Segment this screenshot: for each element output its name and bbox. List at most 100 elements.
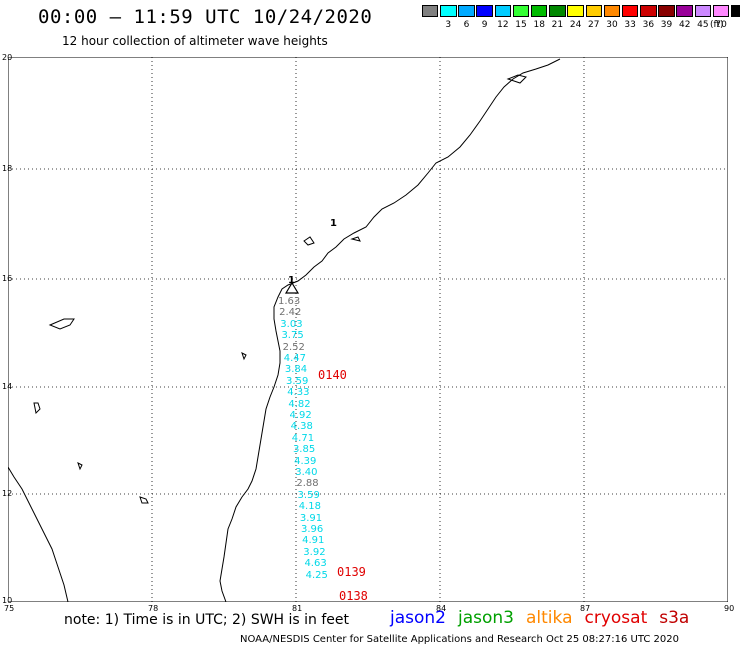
swh-value: 3.92 [303, 546, 326, 558]
map-subtitle: 12 hour collection of altimeter wave hei… [62, 34, 328, 48]
lon-label-87: 87 [580, 604, 591, 613]
scale-swatch-box [512, 5, 530, 17]
scale-swatch-label: 24 [569, 20, 582, 30]
mission-jason3: jason3 [458, 608, 514, 628]
scale-swatch: 42 [676, 5, 694, 30]
swh-value: 2.52 [282, 341, 305, 353]
coastline-west [8, 466, 69, 602]
swh-value: 3.85 [292, 444, 316, 456]
swh-value: 4.63 [304, 558, 327, 570]
lon-label-78: 78 [148, 604, 159, 613]
lon-label-75: 75 [4, 604, 15, 613]
scale-swatch-label: 15 [515, 20, 527, 30]
scale-swatch-box [658, 5, 675, 17]
swh-value: 3.03 [280, 318, 303, 330]
scale-swatch-box [458, 5, 475, 17]
scale-swatch: 45 [694, 5, 712, 30]
swh-value: 4.92 [289, 410, 312, 421]
mission-altika: altika [526, 608, 573, 628]
scale-swatch-box [676, 5, 693, 17]
track-start-marker [284, 281, 300, 294]
scale-swatch: 21 [548, 5, 566, 30]
scale-swatch-label: 42 [678, 20, 691, 30]
scale-swatch-label: 39 [660, 20, 673, 30]
scale-swatch-label: 27 [588, 20, 600, 30]
scale-swatch-box [731, 5, 740, 17]
swh-value: 4.39 [294, 455, 317, 467]
pass-label-0140: 0140 [318, 368, 347, 382]
swh-value: 2.88 [296, 478, 319, 490]
scale-swatch-box [712, 5, 730, 17]
mission-legend: jason2 jason3 altika cryosat s3a [390, 608, 689, 628]
scale-swatch-box [694, 5, 712, 17]
lat-label-14: 14 [2, 382, 13, 391]
swh-value: 4.47 [283, 353, 307, 364]
scale-swatch-box [603, 5, 621, 17]
scale-swatch: 39 [657, 5, 675, 30]
scale-swatch: 18 [530, 5, 548, 30]
swh-value: 3.91 [299, 512, 323, 524]
swh-value: 4.18 [298, 501, 321, 513]
scale-swatch-box [567, 5, 584, 17]
scale-swatch-label: 6 [463, 20, 470, 30]
swh-value: 2.42 [279, 307, 302, 319]
coastline-islands [303, 74, 527, 246]
swh-value: 4.38 [290, 421, 313, 433]
scale-swatch-label: 9 [481, 20, 488, 30]
swh-value: 4.82 [288, 398, 311, 410]
island-1 [48, 318, 75, 330]
swh-value: 3.59 [297, 489, 320, 501]
scale-swatch: 70 [712, 5, 730, 30]
scale-swatch-label: 70 [715, 20, 727, 30]
swh-value: 4.25 [305, 569, 328, 581]
lon-label-84: 84 [436, 604, 447, 613]
scale-swatch-box [421, 5, 439, 17]
swh-value: 1.63 [278, 296, 301, 307]
scale-swatch-box [585, 5, 603, 17]
scale-swatch: 24 [567, 5, 585, 30]
map-title: 00:00 – 11:59 UTC 10/24/2020 [38, 6, 373, 28]
scale-swatch: 6 [457, 5, 475, 30]
island-4 [77, 462, 83, 471]
scale-swatch-box [440, 5, 457, 17]
scale-swatch-box [494, 5, 512, 17]
scale-swatch: 27 [585, 5, 603, 30]
pass-label-0138: 0138 [339, 589, 368, 603]
graticule [8, 57, 728, 602]
scale-swatch-box [476, 5, 493, 17]
lat-label-18: 18 [2, 164, 13, 173]
scale-swatch: 33 [621, 5, 639, 30]
lon-label-90: 90 [724, 604, 735, 613]
coastline-east [219, 58, 561, 602]
lat-label-20: 20 [2, 53, 13, 62]
scale-swatch-label: 36 [642, 20, 655, 30]
island-2 [33, 402, 41, 415]
scale-swatch [421, 5, 439, 30]
mission-jason2: jason2 [390, 608, 446, 628]
scale-swatch-label: 21 [551, 20, 564, 30]
scale-swatch-box [621, 5, 639, 17]
scale-swatch-label: 18 [533, 20, 545, 30]
footnote: note: 1) Time is in UTC; 2) SWH is in fe… [64, 612, 350, 628]
scale-swatch [730, 5, 740, 30]
map-marker-1: 1 [330, 218, 337, 229]
mission-cryosat: cryosat [584, 608, 648, 628]
scale-swatch: 9 [476, 5, 494, 30]
island-3 [139, 496, 149, 504]
scale-swatch: 3 [439, 5, 457, 30]
swh-value: 4.33 [287, 387, 310, 399]
scale-swatch-box [549, 5, 566, 17]
scale-swatch-box [640, 5, 657, 17]
map-marker-2: 1 [288, 275, 295, 286]
scale-swatch: 15 [512, 5, 530, 30]
scale-swatch-label: 45 [697, 20, 709, 30]
swh-value: 4.91 [302, 535, 325, 547]
lat-label-12: 12 [2, 489, 13, 498]
scale-swatch: 36 [639, 5, 657, 30]
lon-label-81: 81 [292, 604, 303, 613]
scale-swatch-label: 30 [606, 20, 618, 30]
scale-swatch-label: 12 [497, 20, 509, 30]
scale-unit: (ft) [710, 20, 724, 30]
credit-line: NOAA/NESDIS Center for Satellite Applica… [240, 634, 679, 645]
lat-label-16: 16 [2, 274, 13, 283]
